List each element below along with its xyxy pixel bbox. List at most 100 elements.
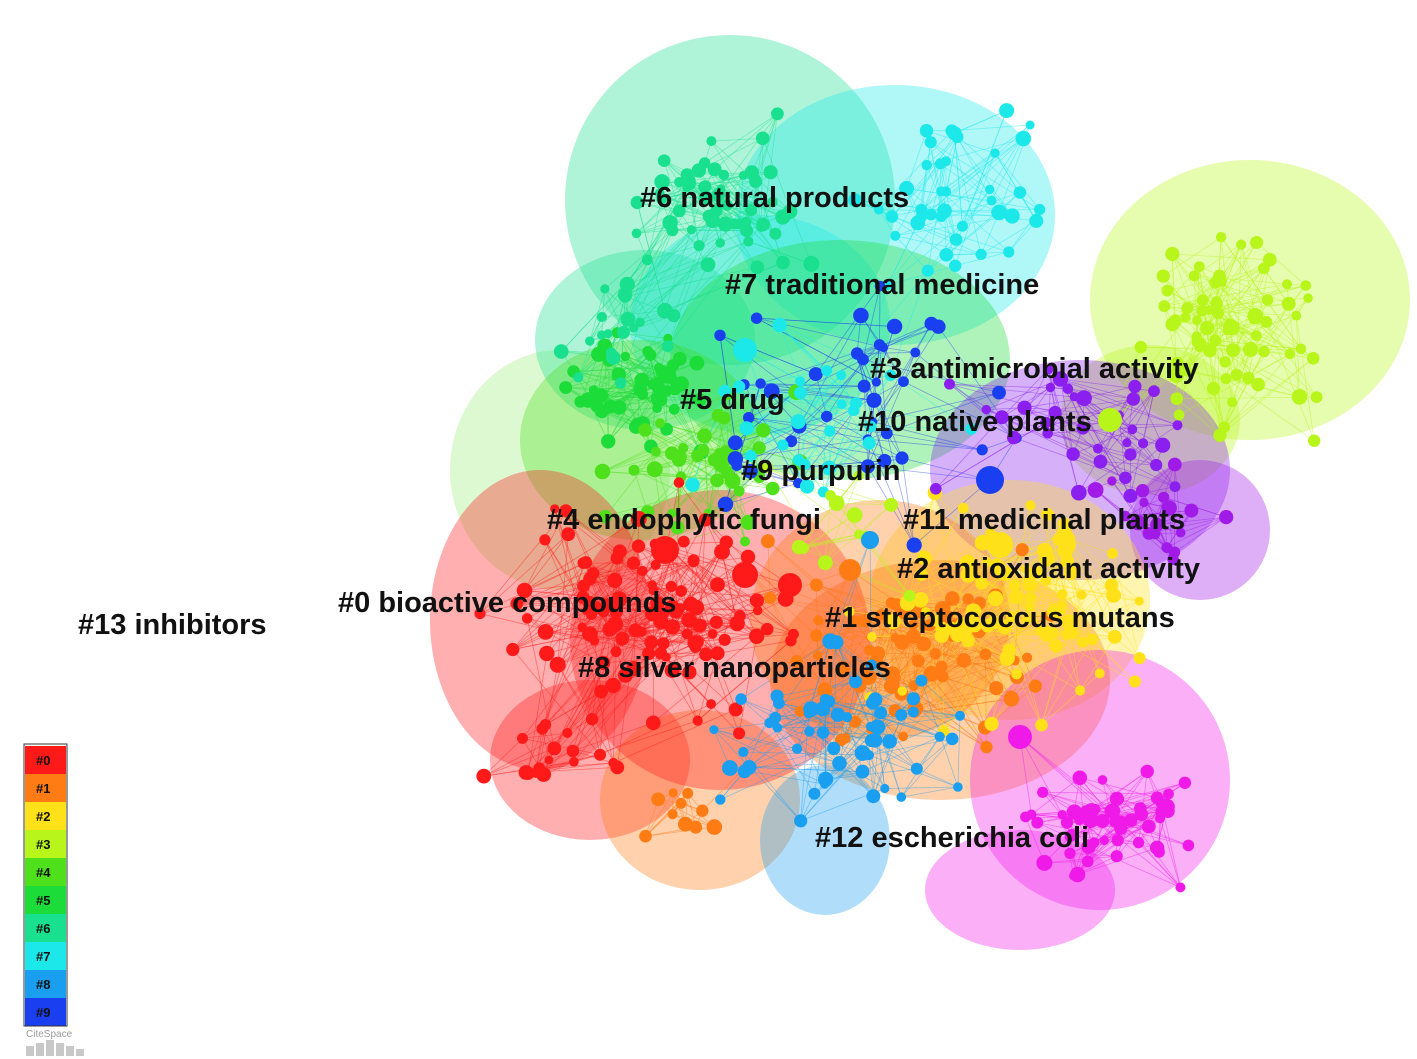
edge <box>945 138 1024 192</box>
edge <box>596 338 669 407</box>
node-cluster-0 <box>539 719 552 731</box>
edge <box>624 220 713 296</box>
node-cluster-7 <box>975 248 987 260</box>
edge <box>680 476 733 482</box>
edge <box>1125 444 1163 479</box>
edge <box>1174 516 1227 553</box>
edge <box>755 181 784 263</box>
node-cluster-3 <box>1250 236 1264 249</box>
edge <box>1172 253 1270 261</box>
edge <box>512 605 597 650</box>
node-cluster-6 <box>700 257 716 272</box>
edge <box>901 457 991 481</box>
edge <box>862 736 940 772</box>
node-cluster-1 <box>651 792 666 807</box>
edge <box>721 551 738 624</box>
edge <box>826 416 868 440</box>
edge <box>1216 303 1221 436</box>
node-cluster-10 <box>1076 421 1090 435</box>
edge <box>878 130 952 210</box>
edge <box>601 395 659 400</box>
node-cluster-2 <box>1066 626 1080 640</box>
edge <box>663 160 680 211</box>
edge <box>1097 390 1155 449</box>
node-cluster-12 <box>1153 846 1165 858</box>
edge <box>1012 616 1136 682</box>
edge <box>779 324 801 382</box>
node-cluster-3 <box>1242 341 1259 358</box>
edge <box>1109 346 1142 421</box>
legend-border <box>23 743 68 1027</box>
edge <box>921 561 987 575</box>
node-cluster-2 <box>1058 517 1070 529</box>
edge <box>601 264 709 336</box>
edge <box>666 598 786 658</box>
node-cluster-10 <box>1040 416 1052 429</box>
edge <box>1088 846 1181 888</box>
node-cluster-10 <box>1093 443 1103 454</box>
node-cluster-8 <box>906 692 921 706</box>
edge <box>713 729 825 785</box>
edge <box>554 508 583 628</box>
node-cluster-7 <box>794 386 807 400</box>
edge <box>901 598 969 695</box>
edge <box>1112 782 1186 812</box>
node-cluster-1 <box>1028 679 1042 693</box>
edge <box>804 442 870 465</box>
node-cluster-8 <box>737 764 752 779</box>
edge <box>703 434 801 463</box>
node-cluster-10 <box>1048 405 1062 419</box>
edge <box>601 288 606 336</box>
node-cluster-3 <box>1215 232 1227 243</box>
node-cluster-7 <box>795 376 806 387</box>
node-cluster-10 <box>1119 471 1132 485</box>
edge <box>726 204 764 225</box>
edge <box>677 459 680 528</box>
edge <box>713 729 801 822</box>
edge <box>524 533 569 591</box>
edge <box>1047 432 1131 455</box>
edge <box>980 220 1037 255</box>
node-cluster-0 <box>609 622 620 633</box>
node-cluster-2 <box>1077 636 1089 648</box>
node-cluster-2 <box>1055 604 1066 616</box>
edge <box>604 229 673 290</box>
edge <box>1220 236 1302 350</box>
edge <box>573 662 604 762</box>
node-cluster-4 <box>594 463 611 480</box>
edge <box>798 442 870 461</box>
edge <box>713 722 770 730</box>
legend-swatch-4 <box>25 858 66 886</box>
edge <box>921 136 958 217</box>
node-cluster-9 <box>821 410 833 423</box>
node-cluster-9 <box>808 367 823 382</box>
node-cluster-10 <box>1138 438 1149 449</box>
node-cluster-0 <box>585 713 599 726</box>
node-cluster-8 <box>907 706 919 718</box>
node-cluster-6 <box>715 238 725 248</box>
node-cluster-3 <box>1262 252 1277 267</box>
cluster-label-5: #5 drug <box>680 384 785 416</box>
edge <box>738 491 746 542</box>
node-cluster-8 <box>934 731 945 742</box>
node-cluster-7 <box>949 233 963 246</box>
node-cluster-7 <box>999 103 1015 119</box>
edge <box>895 235 929 271</box>
node-cluster-8 <box>896 792 907 802</box>
edge <box>655 415 719 453</box>
edge <box>524 590 620 600</box>
edge <box>796 602 892 662</box>
edge <box>1187 285 1306 309</box>
edge <box>659 394 729 424</box>
edge <box>895 637 1018 678</box>
cluster-label-10: #10 native plants <box>858 406 1092 438</box>
edge <box>516 603 615 628</box>
edge <box>660 574 746 654</box>
edge <box>557 534 569 665</box>
edge <box>797 381 877 484</box>
edge <box>921 542 983 575</box>
edge <box>673 551 696 643</box>
edge <box>945 136 958 192</box>
node-cluster-0 <box>576 590 590 604</box>
edge <box>796 748 840 764</box>
